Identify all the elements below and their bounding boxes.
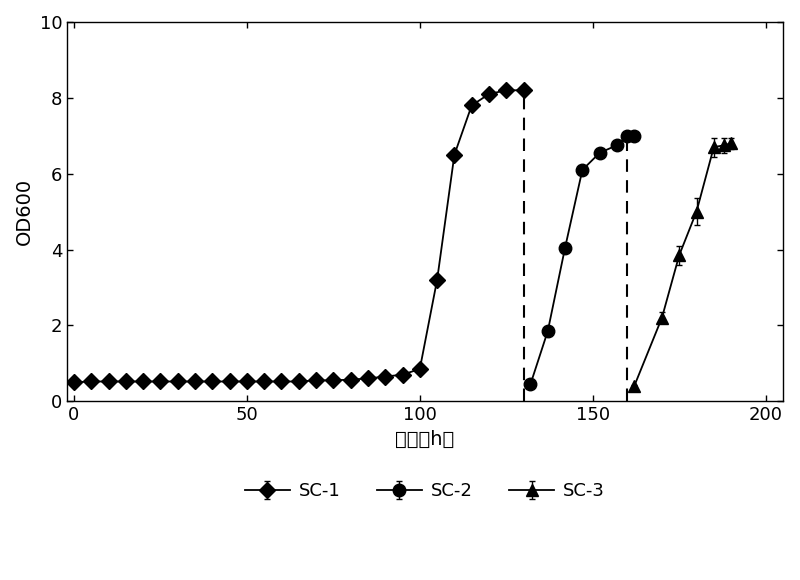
X-axis label: 时间（h）: 时间（h） <box>395 430 454 448</box>
Legend: SC-1, SC-2, SC-3: SC-1, SC-2, SC-3 <box>238 474 612 507</box>
Y-axis label: OD600: OD600 <box>15 178 34 245</box>
